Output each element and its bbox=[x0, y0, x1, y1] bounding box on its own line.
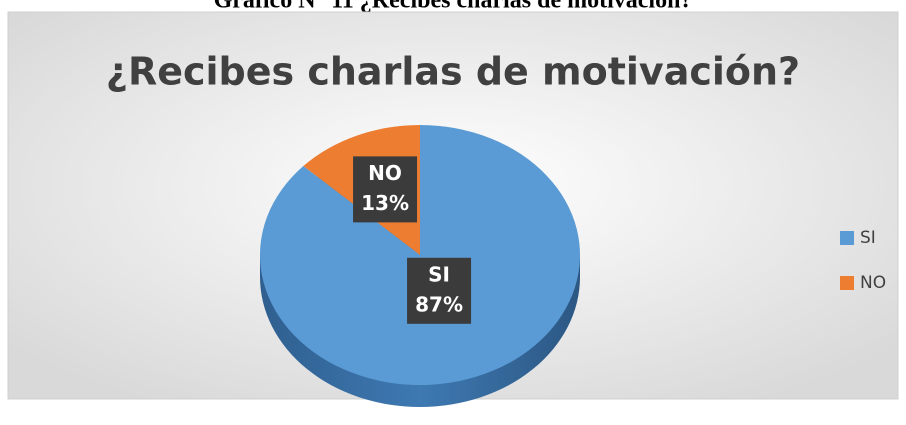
caption: Gráfico N° 11 ¿Recibes charlas de motiva… bbox=[214, 0, 693, 14]
legend-label: SI bbox=[860, 228, 876, 248]
data-label-box bbox=[353, 156, 418, 223]
data-label-category: NO bbox=[368, 161, 402, 185]
pie-slice bbox=[259, 125, 580, 385]
data-label-category: SI bbox=[428, 262, 450, 286]
data-label-value: 13% bbox=[361, 191, 409, 215]
data-label-box bbox=[407, 257, 472, 324]
data-label-value: 87% bbox=[415, 292, 463, 316]
legend-swatch bbox=[840, 231, 854, 245]
chart-title: ¿Recibes charlas de motivación? bbox=[106, 50, 800, 94]
legend-label: NO bbox=[860, 273, 886, 293]
legend-swatch bbox=[840, 276, 854, 290]
